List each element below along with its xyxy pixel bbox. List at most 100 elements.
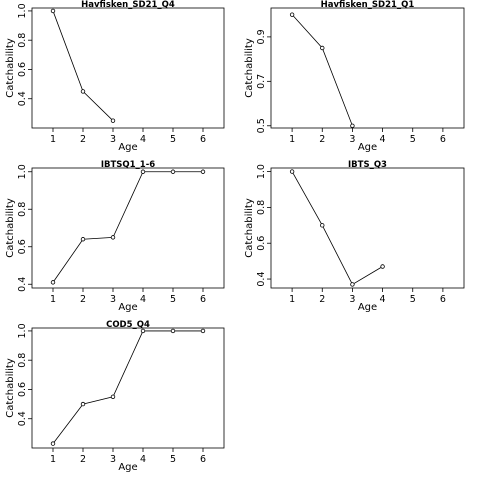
y-axis-label: Catchability bbox=[5, 38, 16, 98]
x-tick-label: 1 bbox=[50, 294, 56, 305]
data-point bbox=[50, 441, 56, 446]
y-tick-label: 0.8 bbox=[17, 33, 28, 48]
series-line bbox=[52, 330, 203, 444]
y-tick-label: 0.4 bbox=[256, 271, 267, 286]
x-tick-label: 5 bbox=[170, 294, 176, 305]
x-tick-label: 5 bbox=[410, 294, 416, 305]
x-tick-label: 2 bbox=[319, 294, 325, 305]
series-line bbox=[291, 171, 383, 285]
chart-title: IBTS_Q3 bbox=[348, 160, 387, 170]
series-line bbox=[291, 14, 353, 126]
data-point bbox=[80, 89, 86, 94]
data-point bbox=[50, 8, 56, 14]
x-tick-label: 4 bbox=[380, 294, 386, 305]
x-tick-label: 1 bbox=[50, 134, 56, 145]
x-tick-label: 3 bbox=[110, 134, 116, 145]
y-tick-label: 0.8 bbox=[17, 202, 28, 217]
data-point bbox=[80, 237, 86, 242]
x-tick-label: 6 bbox=[200, 454, 206, 465]
y-axis-label: Catchability bbox=[244, 198, 255, 258]
series-line bbox=[52, 10, 114, 121]
data-point bbox=[110, 118, 116, 123]
x-tick-label: 1 bbox=[289, 294, 295, 305]
y-tick-label: 0.8 bbox=[17, 353, 28, 368]
x-tick-label: 3 bbox=[349, 294, 355, 305]
x-tick-label: 2 bbox=[80, 134, 86, 145]
chart-panel-3: IBTSQ1_1-6 1 2 3 4 5 6 0.4 0.6 0.8 1.0 Age Catchabil… bbox=[5, 160, 225, 313]
y-axis-label: Catchability bbox=[5, 198, 16, 258]
y-tick-label: 0.8 bbox=[256, 200, 267, 215]
x-tick-label: 4 bbox=[380, 134, 386, 145]
y-tick-label: 0.4 bbox=[17, 277, 28, 292]
x-axis-label: Age bbox=[118, 462, 137, 473]
x-tick-label: 6 bbox=[200, 134, 206, 145]
plot-frame bbox=[31, 7, 225, 129]
data-point bbox=[289, 169, 295, 174]
y-tick-label: 0.5 bbox=[256, 118, 267, 133]
x-tick-label: 2 bbox=[80, 454, 86, 465]
data-point bbox=[110, 235, 116, 240]
x-tick-label: 4 bbox=[140, 294, 146, 305]
x-tick-label: 5 bbox=[170, 134, 176, 145]
x-tick-label: 6 bbox=[440, 134, 446, 145]
data-point bbox=[200, 328, 206, 334]
data-point bbox=[140, 328, 146, 334]
series-line bbox=[52, 171, 203, 283]
y-tick-label: 0.6 bbox=[17, 62, 28, 77]
plot-frame bbox=[270, 167, 465, 289]
y-tick-label: 0.6 bbox=[17, 239, 28, 254]
data-point bbox=[110, 394, 116, 399]
x-tick-label: 5 bbox=[410, 134, 416, 145]
chart-title: Havfisken_SD21_Q1 bbox=[321, 0, 415, 10]
data-point bbox=[350, 123, 355, 128]
data-point bbox=[50, 280, 56, 285]
data-point bbox=[320, 223, 325, 228]
y-tick-label: 1.0 bbox=[17, 164, 28, 179]
x-tick-label: 5 bbox=[170, 454, 176, 465]
chart-panel-4: IBTS_Q3 1 2 3 4 5 6 0.4 0.6 0.8 1.0 Age Catchability bbox=[244, 160, 465, 313]
plot-frame bbox=[31, 167, 225, 289]
chart-panel-1: Havfisken_SD21_Q4 1 2 3 4 5 6 0.4 0.6 0.8 1.0 Age Ca… bbox=[5, 0, 225, 153]
y-tick-label: 0.6 bbox=[17, 382, 28, 397]
chart-title: IBTSQ1_1-6 bbox=[101, 160, 155, 170]
plot-frame bbox=[31, 327, 225, 449]
data-point bbox=[289, 12, 295, 17]
y-axis-label: Catchability bbox=[5, 358, 16, 418]
x-tick-label: 1 bbox=[289, 134, 295, 145]
data-point bbox=[380, 264, 385, 269]
x-axis-label: Age bbox=[118, 302, 137, 313]
chart-panel-2: Havfisken_SD21_Q1 1 2 3 4 5 6 0.5 0.7 0.9 Age Catch… bbox=[244, 0, 465, 153]
data-point bbox=[200, 169, 206, 174]
data-point bbox=[320, 45, 325, 51]
data-point bbox=[80, 401, 86, 407]
chart-title: COD5_Q4 bbox=[106, 320, 150, 330]
y-axis-label: Catchability bbox=[244, 38, 255, 98]
y-tick-label: 1.0 bbox=[17, 323, 28, 338]
chart-title: Havfisken_SD21_Q4 bbox=[81, 0, 175, 10]
x-axis-label: Age bbox=[358, 302, 377, 313]
y-tick-label: 0.6 bbox=[256, 236, 267, 251]
x-tick-label: 1 bbox=[50, 454, 56, 465]
y-tick-label: 1.0 bbox=[17, 3, 28, 18]
x-tick-label: 3 bbox=[110, 454, 116, 465]
data-point bbox=[170, 169, 176, 174]
data-point bbox=[170, 328, 176, 334]
x-axis-label: Age bbox=[358, 142, 377, 153]
y-tick-label: 1.0 bbox=[256, 164, 267, 179]
chart-panel-5: COD5_Q4 1 2 3 4 5 6 0.4 0.6 0.8 1.0 Age Catchability bbox=[5, 320, 225, 473]
x-tick-label: 6 bbox=[200, 294, 206, 305]
x-tick-label: 4 bbox=[140, 134, 146, 145]
y-tick-label: 0.4 bbox=[17, 91, 28, 106]
data-point bbox=[140, 169, 146, 174]
y-tick-label: 0.4 bbox=[17, 411, 28, 426]
plot-frame bbox=[270, 7, 465, 129]
x-tick-label: 2 bbox=[319, 134, 325, 145]
x-axis-label: Age bbox=[118, 142, 137, 153]
data-point bbox=[350, 282, 355, 287]
y-tick-label: 0.9 bbox=[256, 29, 267, 44]
x-tick-label: 4 bbox=[140, 454, 146, 465]
y-tick-label: 0.7 bbox=[256, 74, 267, 89]
x-tick-label: 3 bbox=[110, 294, 116, 305]
x-tick-label: 2 bbox=[80, 294, 86, 305]
